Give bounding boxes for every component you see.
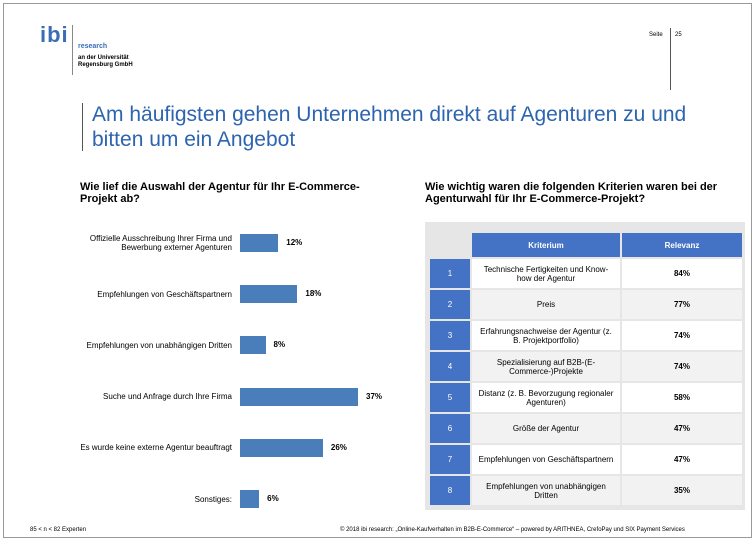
table-cell: 74% <box>622 321 742 350</box>
column-header: Relevanz <box>622 233 742 257</box>
table-cell: Größe der Agentur <box>472 414 620 443</box>
row-number: 4 <box>430 352 470 381</box>
bar <box>240 438 323 457</box>
table-cell: Erfahrungsnachweise der Agentur (z. B. P… <box>472 321 620 350</box>
table-cell: 47% <box>622 414 742 443</box>
category-label: Es wurde keine externe Agentur beauftrag… <box>80 443 232 453</box>
divider <box>670 28 671 90</box>
slide-title: Am häufigsten gehen Unternehmen direkt a… <box>92 103 687 151</box>
category-label: Suche und Anfrage durch Ihre Firma <box>103 392 232 402</box>
bar <box>240 234 279 252</box>
category-label: Sonstiges: <box>194 494 232 504</box>
table-cell: 35% <box>622 476 742 505</box>
row-number: 6 <box>430 414 470 443</box>
row-number: 2 <box>430 290 470 319</box>
table-cell: Spezialisierung auf B2B-(E-Commerce-)Pro… <box>472 352 620 381</box>
table-cell: 84% <box>622 259 742 288</box>
value-label: 26% <box>330 442 347 452</box>
value-label: 6% <box>267 494 279 503</box>
table-cell: 47% <box>622 445 742 474</box>
table-cell: Technische Fertigkeiten und Know-how der… <box>472 259 620 288</box>
bar <box>240 336 266 355</box>
category-label: Offizielle Ausschreibung Ihrer Firma und… <box>89 234 232 252</box>
bar <box>240 387 358 406</box>
frame <box>3 3 752 538</box>
table-cell: 74% <box>622 352 742 381</box>
logo: ibi <box>40 22 69 47</box>
column-header: Kriterium <box>472 233 620 257</box>
value-label: 12% <box>286 238 303 247</box>
org: an der Universität Regensburg GmbH <box>78 55 133 68</box>
row-number: 3 <box>430 321 470 350</box>
table-cell: 77% <box>622 290 742 319</box>
table-cell: Empfehlungen von Geschäftspartnern <box>472 445 620 474</box>
page-label: Seite <box>649 32 663 38</box>
source: © 2018 ibi research: „Online-Kaufverhalt… <box>340 527 685 533</box>
table-cell: Empfehlungen von unabhängigen Dritten <box>472 476 620 505</box>
category-label: Empfehlungen von Geschäftspartnern <box>97 289 232 299</box>
chart-title: Wie lief die Auswahl der Agentur für Ihr… <box>80 181 360 205</box>
table-title: Wie wichtig waren die folgenden Kriterie… <box>425 181 718 205</box>
category-label: Empfehlungen von unabhängigen Dritten <box>86 340 232 350</box>
row-number: 1 <box>430 259 470 288</box>
brand: research <box>78 43 108 50</box>
bar <box>240 490 260 508</box>
table: Kriterium Relevanz 1 Technische Fertigkeite… <box>425 222 745 510</box>
divider <box>72 25 73 75</box>
table-cell: Distanz (z. B. Bevorzugung regionaler Ag… <box>472 383 620 412</box>
divider <box>82 103 83 151</box>
row-number: 8 <box>430 476 470 505</box>
value-label: 8% <box>273 340 286 350</box>
table-cell: 58% <box>622 383 742 412</box>
row-number: 5 <box>430 383 470 412</box>
bar <box>240 285 298 304</box>
value-label: 37% <box>366 391 383 401</box>
row-number: 7 <box>430 445 470 474</box>
value-label: 18% <box>305 289 322 299</box>
table-cell: Preis <box>472 290 620 319</box>
sample: 85 < n < 82 Experten <box>30 527 87 533</box>
page-number: 25 <box>675 32 682 38</box>
